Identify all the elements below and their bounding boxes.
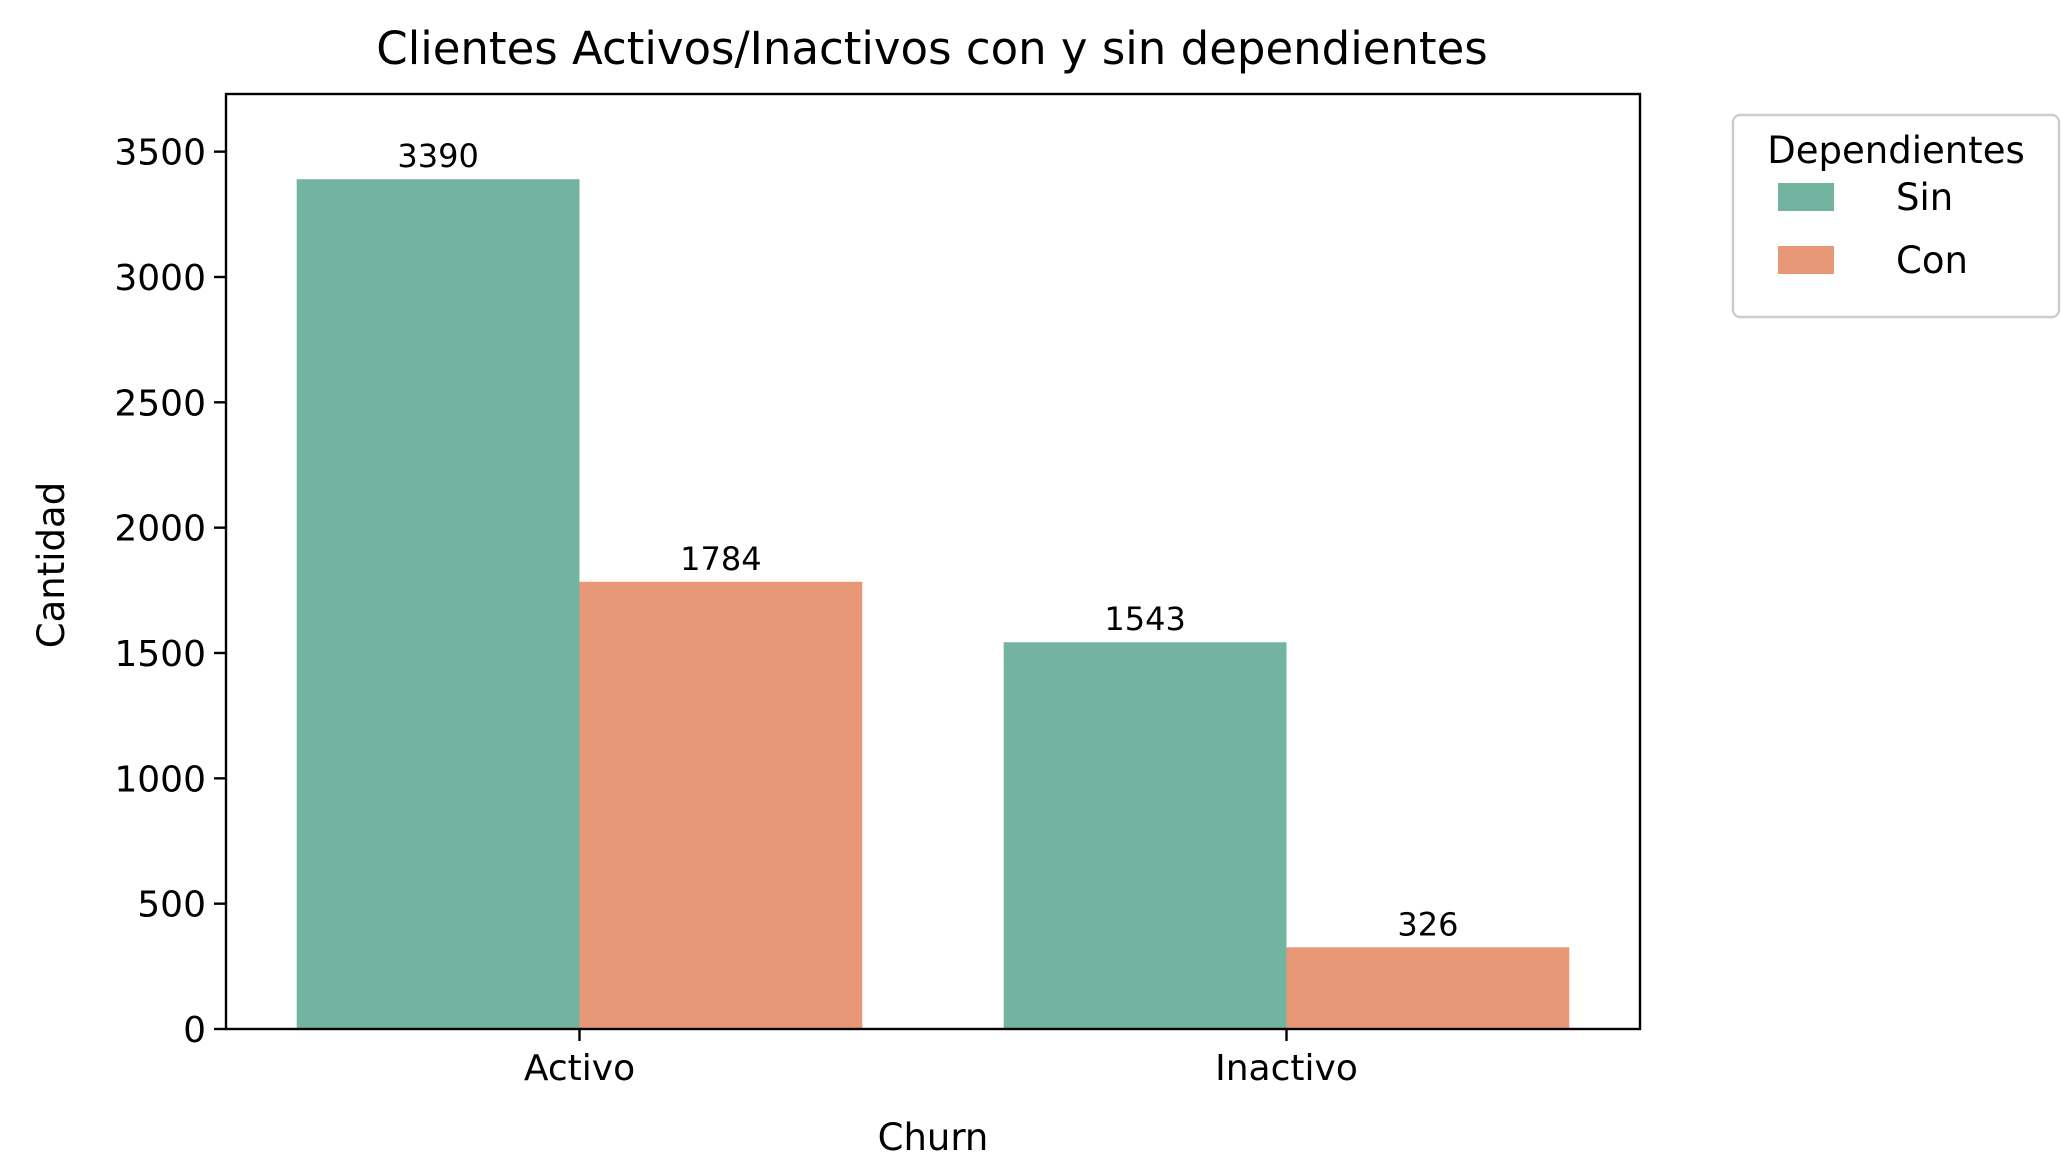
x-axis-label: Churn	[878, 1116, 989, 1159]
legend-label-sin: Sin	[1896, 176, 1953, 219]
bar-activo-sin	[296, 179, 580, 1029]
x-tick-label: Inactivo	[1215, 1048, 1358, 1089]
y-tick-label: 3000	[114, 258, 206, 299]
data-label-activo-con: 1784	[680, 540, 761, 578]
plot-area-frame	[224, 92, 1642, 1031]
y-tick-label: 500	[137, 885, 206, 926]
bar-inactivo-con	[1286, 947, 1570, 1029]
legend-title: Dependientes	[1767, 129, 2024, 172]
legend-swatch-con	[1778, 246, 1834, 274]
y-tick-label: 1000	[114, 759, 206, 800]
data-labels-group: 3390 1784 1543 326	[397, 137, 1458, 943]
data-label-activo-sin: 3390	[397, 137, 478, 175]
x-axis: Activo Inactivo	[524, 1029, 1358, 1089]
y-axis: 0 500 1000 1500 2000 2500 3000 3500	[114, 133, 226, 1051]
y-tick-label: 1500	[114, 634, 206, 675]
legend-label-con: Con	[1896, 239, 1968, 282]
y-tick-label: 2000	[114, 509, 206, 550]
y-tick-label: 3500	[114, 133, 206, 174]
legend: Dependientes Sin Con	[1731, 113, 2061, 319]
y-tick-label: 2500	[114, 383, 206, 424]
x-tick-label: Activo	[524, 1048, 635, 1089]
legend-swatch-sin	[1778, 183, 1834, 211]
y-axis-label: Cantidad	[30, 482, 73, 648]
bar-activo-con	[579, 581, 863, 1029]
bars-group	[296, 179, 1570, 1029]
bar-inactivo-sin	[1003, 642, 1287, 1029]
y-tick-label: 0	[183, 1010, 206, 1051]
data-label-inactivo-sin: 1543	[1104, 600, 1185, 638]
data-label-inactivo-con: 326	[1397, 905, 1458, 943]
chart-title: Clientes Activos/Inactivos con y sin dep…	[376, 22, 1487, 75]
